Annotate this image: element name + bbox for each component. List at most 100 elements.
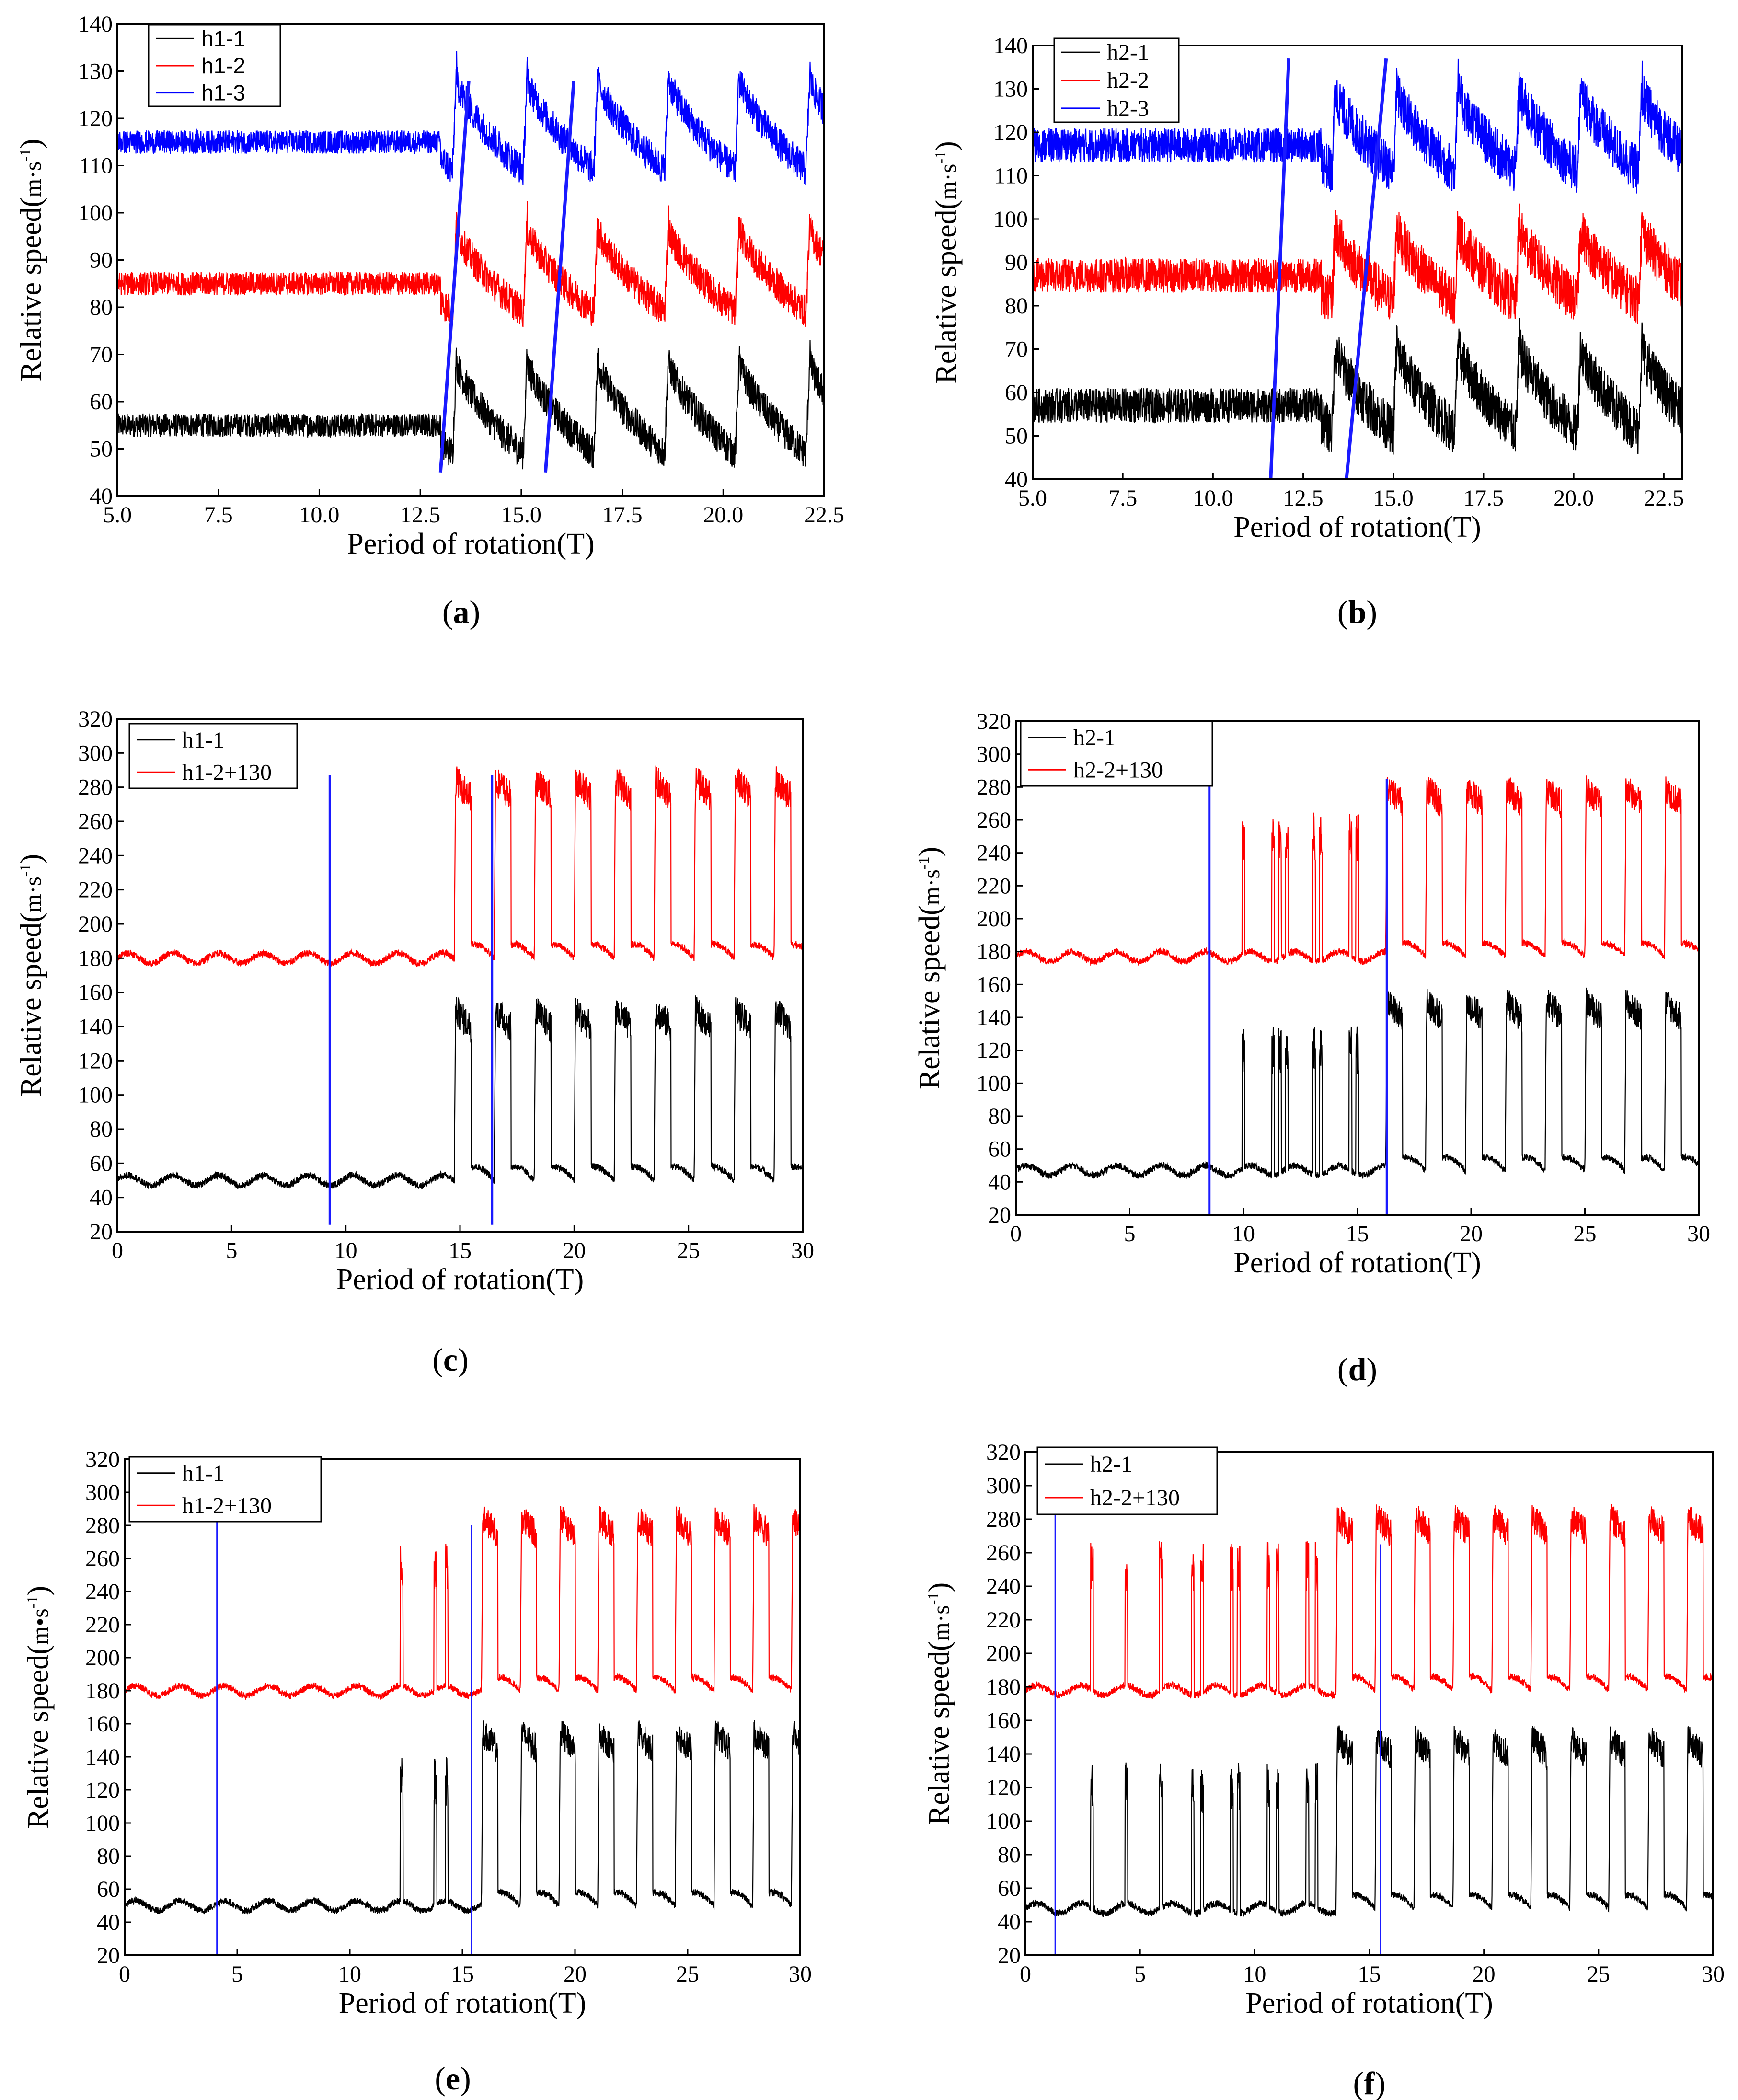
- y-tick-label: 80: [90, 1117, 113, 1142]
- plot-area: [117, 51, 824, 470]
- y-tick-label: 320: [85, 1447, 120, 1472]
- legend-label: h1-3: [201, 81, 245, 105]
- y-tick-label: 20: [998, 1943, 1021, 1968]
- series-line-h1-2: [117, 201, 824, 327]
- legend-label: h2-3: [1107, 96, 1149, 121]
- y-tick-label: 120: [85, 1777, 120, 1803]
- y-tick-label: 300: [986, 1473, 1021, 1499]
- panel-label: (c): [432, 1341, 469, 1378]
- x-axis-title: Period of rotation(T): [347, 528, 595, 560]
- y-tick-label: 280: [85, 1513, 120, 1538]
- y-tick-label: 260: [85, 1546, 120, 1571]
- plot-area: [1016, 775, 1699, 1180]
- x-tick-label: 15: [1346, 1221, 1369, 1246]
- y-tick-label: 180: [977, 939, 1011, 965]
- x-tick-label: 30: [789, 1962, 812, 1987]
- x-tick-label: 30: [1687, 1221, 1710, 1246]
- y-tick-label: 180: [986, 1674, 1021, 1700]
- x-tick-label: 10: [1232, 1221, 1255, 1246]
- y-tick-label: 160: [78, 980, 113, 1005]
- x-tick-label: 0: [119, 1962, 130, 1987]
- x-tick-label: 0: [1020, 1962, 1031, 1987]
- y-tick-label: 280: [977, 774, 1011, 800]
- y-tick-label: 50: [90, 437, 113, 462]
- x-tick-label: 10: [334, 1238, 357, 1263]
- y-tick-label: 260: [986, 1540, 1021, 1566]
- x-tick-label: 7.5: [1108, 485, 1137, 511]
- x-tick-label: 17.5: [1463, 485, 1504, 511]
- series-line-h1-1: [117, 340, 824, 470]
- x-tick-label: 5.0: [1018, 485, 1047, 511]
- x-tick-label: 20.0: [703, 502, 743, 528]
- x-tick-label: 10.0: [1193, 485, 1233, 511]
- y-tick-label: 100: [986, 1809, 1021, 1834]
- y-tick-label: 110: [994, 163, 1028, 189]
- chart-panel-c: 0 5 10 15 20 25 30 20 40 60 80 100 120 140 160 180 200 22…: [15, 706, 814, 1378]
- plot-area: [117, 765, 803, 1189]
- y-tick-label: 120: [986, 1775, 1021, 1800]
- y-tick-label: 60: [97, 1877, 120, 1902]
- y-tick-label: 200: [986, 1641, 1021, 1666]
- x-axis-title: Period of rotation(T): [336, 1263, 584, 1296]
- y-tick-label: 40: [1005, 467, 1028, 492]
- y-tick-label: 160: [85, 1711, 120, 1737]
- x-axis-title: Period of rotation(T): [339, 1987, 587, 2019]
- y-tick-label: 130: [78, 59, 113, 84]
- legend-box: [128, 723, 298, 789]
- y-tick-label: 200: [78, 912, 113, 937]
- legend-label: h1-2+130: [182, 1493, 272, 1518]
- y-axis-title: Relative speed(m•s-1): [22, 1586, 55, 1829]
- x-tick-label: 25: [677, 1238, 700, 1263]
- y-tick-label: 100: [85, 1811, 120, 1836]
- y-axis-title: Relative speed(m·s-1): [923, 1582, 955, 1825]
- y-tick-label: 60: [90, 1151, 113, 1176]
- x-tick-label: 0: [1010, 1221, 1022, 1246]
- x-tick-label: 7.5: [204, 502, 233, 528]
- y-tick-label: 320: [78, 706, 113, 732]
- x-axis-title: Period of rotation(T): [1233, 1246, 1481, 1279]
- y-tick-label: 140: [85, 1744, 120, 1770]
- y-tick-label: 80: [1005, 293, 1028, 319]
- plot-area: [125, 1504, 800, 1915]
- y-tick-label: 80: [90, 295, 113, 320]
- x-tick-label: 25: [676, 1962, 699, 1987]
- y-tick-label: 110: [79, 153, 113, 179]
- y-tick-label: 160: [986, 1708, 1021, 1733]
- chart-panel-d: 0 5 10 15 20 25 30 20 40 60 80 100 120 140 160 180 200 22…: [913, 709, 1710, 1387]
- y-tick-label: 320: [986, 1440, 1021, 1465]
- marker-line: [1345, 58, 1388, 480]
- y-tick-label: 300: [977, 742, 1011, 767]
- y-axis-title: Relative speed(m·s-1): [930, 141, 963, 383]
- legend-label: h2-1: [1073, 725, 1116, 750]
- x-tick-label: 20: [563, 1238, 586, 1263]
- legend-label: h1-1: [182, 1461, 224, 1486]
- x-tick-label: 5.0: [103, 502, 132, 528]
- x-tick-label: 5: [1124, 1221, 1136, 1246]
- y-tick-label: 120: [78, 1048, 113, 1073]
- x-tick-label: 20: [1460, 1221, 1483, 1246]
- x-tick-label: 10: [1243, 1962, 1266, 1987]
- legend-label: h1-2: [201, 53, 245, 78]
- y-tick-label: 20: [90, 1219, 113, 1245]
- y-axis-title: Relative speed(m·s-1): [15, 138, 47, 381]
- y-tick-label: 140: [78, 12, 113, 37]
- x-tick-label: 30: [1702, 1962, 1725, 1987]
- y-tick-label: 20: [988, 1202, 1011, 1228]
- y-tick-label: 130: [993, 77, 1028, 102]
- x-tick-label: 15: [449, 1238, 472, 1263]
- y-tick-label: 220: [986, 1607, 1021, 1633]
- y-tick-label: 100: [78, 200, 113, 226]
- series-line-h2-2+130: [1016, 775, 1699, 967]
- y-tick-label: 240: [78, 843, 113, 868]
- series-line-h1-3: [117, 51, 824, 185]
- y-tick-label: 80: [988, 1104, 1011, 1129]
- x-tick-label: 15: [451, 1962, 474, 1987]
- x-tick-label: 30: [791, 1238, 814, 1263]
- y-tick-label: 60: [1005, 380, 1028, 405]
- y-tick-label: 100: [977, 1071, 1011, 1096]
- y-tick-label: 40: [90, 1185, 113, 1211]
- y-tick-label: 240: [986, 1574, 1021, 1599]
- y-tick-label: 60: [998, 1876, 1021, 1901]
- marker-line: [1269, 58, 1290, 480]
